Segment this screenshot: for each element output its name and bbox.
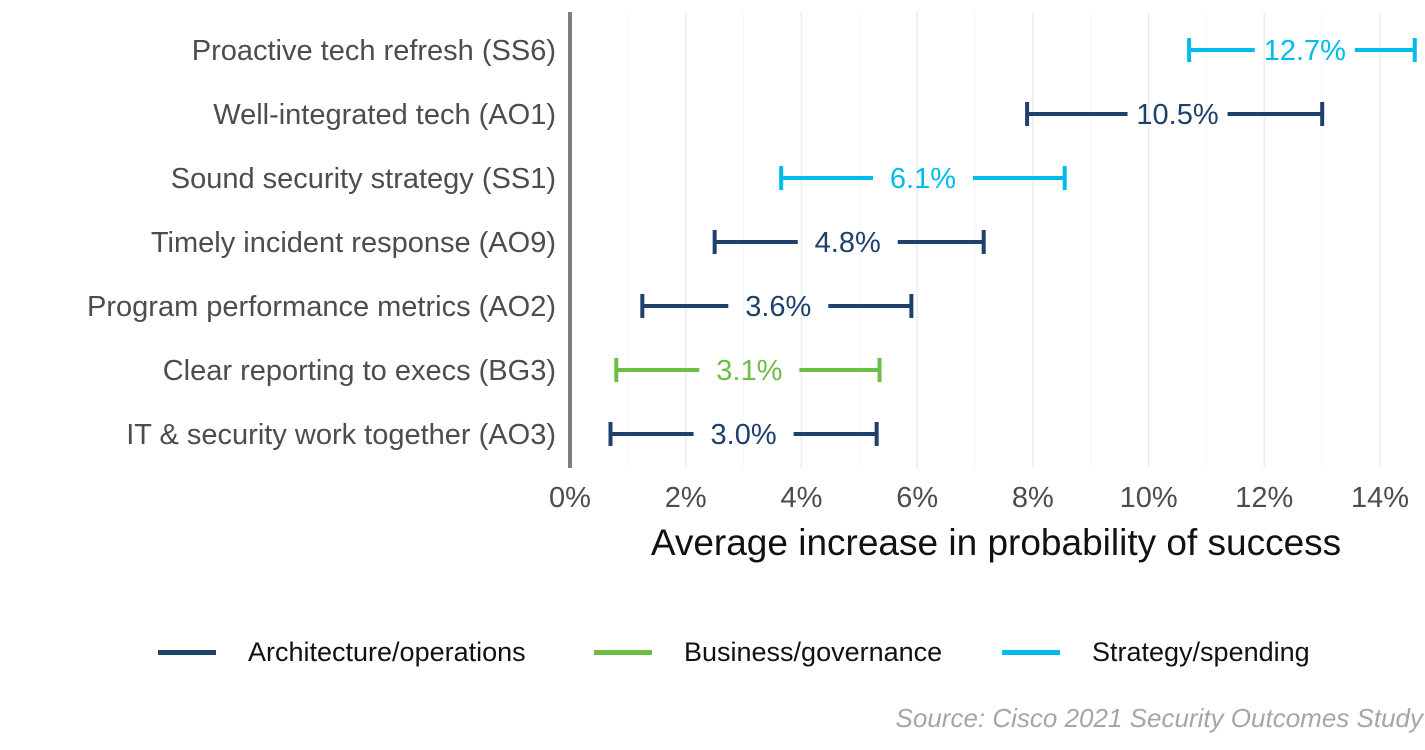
x-tick-label: 0% (549, 482, 591, 514)
x-tick-label: 12% (1235, 482, 1293, 514)
value-label: 3.0% (711, 419, 777, 451)
legend-item-business: Business/governance (594, 630, 942, 674)
value-label: 6.1% (890, 163, 956, 195)
source-note: Source: Cisco 2021 Security Outcomes Stu… (895, 703, 1423, 733)
category-label: IT & security work together (AO3) (126, 419, 556, 451)
value-label: 3.6% (745, 291, 811, 323)
interval-mark: 4.8% (712, 227, 986, 259)
legend-item-strategy: Strategy/spending (1002, 630, 1310, 674)
x-tick-label: 10% (1120, 482, 1178, 514)
interval-chart: Proactive tech refresh (SS6) Well-integra… (87, 12, 1417, 563)
value-label: 12.7% (1264, 35, 1346, 67)
gridlines (627, 12, 1381, 468)
category-label: Timely incident response (AO9) (151, 227, 556, 259)
legend: Architecture/operations Business/governa… (0, 630, 1425, 674)
value-label: 4.8% (815, 227, 881, 259)
legend-item-architecture: Architecture/operations (158, 630, 526, 674)
x-tick-label: 2% (665, 482, 707, 514)
category-label: Proactive tech refresh (SS6) (192, 35, 556, 67)
legend-label-architecture: Architecture/operations (248, 636, 526, 667)
interval-mark: 3.0% (608, 419, 879, 451)
legend-swatch-strategy (1002, 649, 1060, 655)
category-label: Well-integrated tech (AO1) (213, 99, 556, 131)
interval-mark: 10.5% (1025, 99, 1325, 131)
interval-marks: 12.7% 10.5% 6.1% 4.8%3.6% 3.1% 3.0% (608, 35, 1417, 451)
legend-label-business: Business/governance (684, 636, 943, 667)
legend-label-strategy: Strategy/spending (1092, 636, 1310, 667)
category-label: Program performance metrics (AO2) (87, 291, 556, 323)
category-label: Sound security strategy (SS1) (171, 163, 556, 195)
x-tick-label: 8% (1012, 482, 1054, 514)
x-tick-label: 14% (1351, 482, 1409, 514)
value-label: 10.5% (1136, 99, 1218, 131)
x-tick-label: 4% (780, 482, 822, 514)
value-label: 3.1% (716, 355, 782, 387)
x-axis-label: Average increase in probability of succe… (651, 522, 1341, 563)
interval-mark: 3.1% (614, 355, 882, 387)
legend-swatch-business (594, 649, 652, 655)
x-tick-label: 6% (896, 482, 938, 514)
category-labels: Proactive tech refresh (SS6) Well-integra… (87, 35, 556, 451)
legend-swatch-architecture (158, 649, 216, 655)
category-label: Clear reporting to execs (BG3) (163, 355, 556, 387)
interval-mark: 12.7% (1187, 35, 1417, 67)
interval-mark: 3.6% (640, 291, 914, 323)
x-tick-labels: 0% 2% 4% 6% 8% 10% 12% 14% (549, 482, 1409, 514)
interval-mark: 6.1% (779, 163, 1067, 195)
